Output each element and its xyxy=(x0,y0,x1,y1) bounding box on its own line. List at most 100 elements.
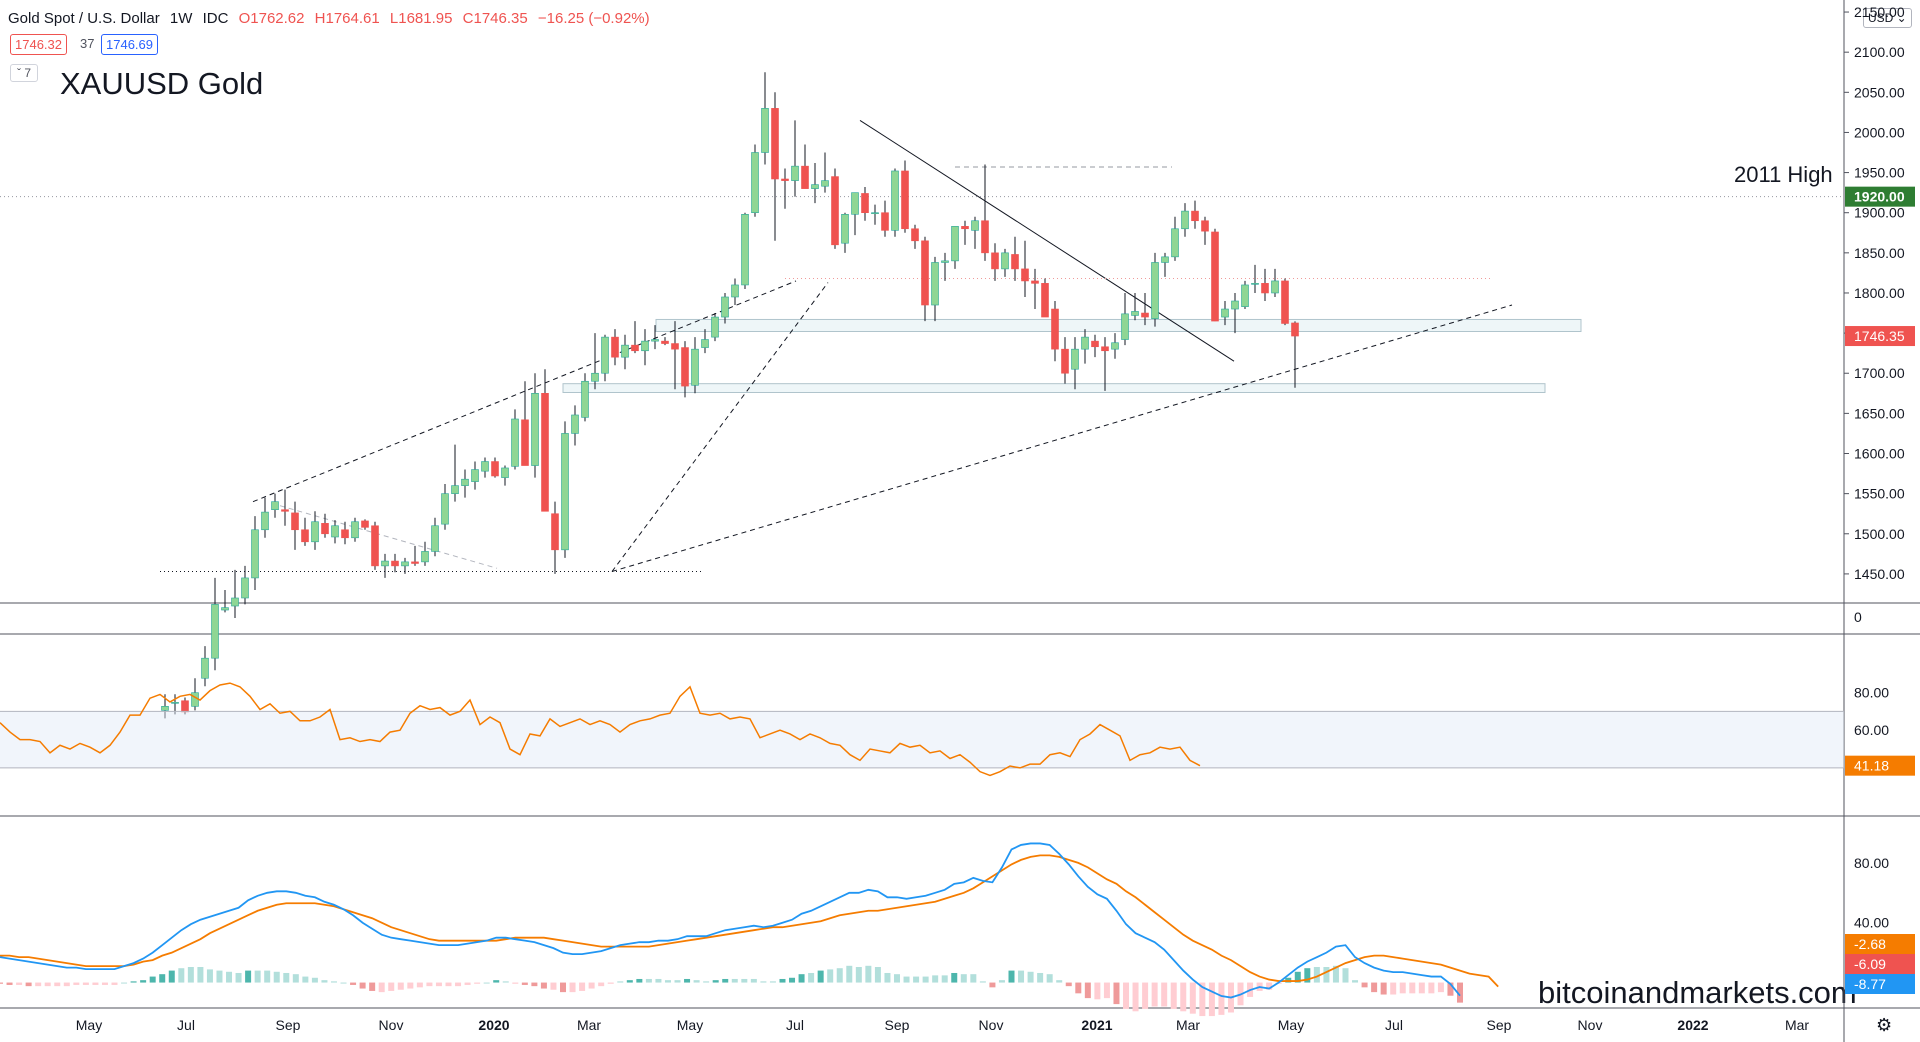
candle-body xyxy=(341,529,349,539)
time-tick-label: 2022 xyxy=(1677,1017,1708,1033)
candle-body xyxy=(1081,336,1089,350)
price-tick-label: 2050.00 xyxy=(1854,84,1905,100)
candle-body xyxy=(1091,340,1099,348)
macd-histogram-bar xyxy=(989,982,996,988)
macd-histogram-bar xyxy=(540,982,547,989)
candle-body xyxy=(681,347,689,387)
macd-histogram-bar xyxy=(817,970,824,983)
macd-histogram-bar xyxy=(1123,982,1130,1009)
macd-histogram-bar xyxy=(731,978,738,983)
macd-histogram-bar xyxy=(1018,970,1025,983)
candle-body xyxy=(161,706,169,711)
macd-histogram-bar xyxy=(130,981,137,983)
macd-histogram-bar xyxy=(836,968,843,983)
macd-histogram-bar xyxy=(569,982,576,993)
macd-histogram-bar xyxy=(1142,982,1149,1009)
candle-body xyxy=(781,178,789,181)
macd-histogram-bar xyxy=(101,982,108,985)
candle-body xyxy=(1111,342,1119,350)
candle-body xyxy=(1071,348,1079,370)
macd-histogram-bar xyxy=(913,976,920,983)
candle-body xyxy=(171,702,179,704)
candle-body xyxy=(981,220,989,254)
candle-body xyxy=(951,226,959,262)
macd-histogram-bar xyxy=(159,974,166,983)
macd-histogram-bar xyxy=(1113,982,1120,1005)
candle-body xyxy=(281,509,289,512)
rsi-tick-label: 60.00 xyxy=(1854,722,1889,738)
macd-histogram-bar xyxy=(302,976,309,983)
macd-histogram-bar xyxy=(187,967,194,983)
rsi-last-badge xyxy=(1845,755,1915,776)
macd-histogram-bar xyxy=(655,978,662,983)
price-tick-label: 1600.00 xyxy=(1854,446,1905,462)
macd-histogram-bar xyxy=(273,971,280,983)
candle-body xyxy=(591,372,599,382)
chart-header: Gold Spot / U.S. Dollar 1W IDC O1762.62 … xyxy=(8,10,656,27)
candle-body xyxy=(571,414,579,434)
macd-histogram-bar xyxy=(1313,967,1320,983)
candle-body xyxy=(631,344,639,352)
candle-body xyxy=(201,657,209,679)
macd-histogram-bar xyxy=(330,981,337,983)
candle-body xyxy=(991,252,999,270)
candle-body xyxy=(1251,283,1259,285)
candle-body xyxy=(431,525,439,552)
currency-select[interactable]: USD ⌄ xyxy=(1863,8,1912,28)
macd-histogram-bar xyxy=(1103,982,1110,999)
candle-body xyxy=(671,343,679,350)
macd-histogram-bar xyxy=(750,978,757,983)
candle-body xyxy=(881,212,889,231)
macd-histogram-bar xyxy=(1418,982,1425,994)
candle-body xyxy=(331,525,339,538)
price-tick-label: 1650.00 xyxy=(1854,405,1905,421)
ohlc-change: −16.25 (−0.92%) xyxy=(537,10,650,27)
interval-label[interactable]: 1W xyxy=(169,10,193,27)
candle-body xyxy=(521,419,529,466)
time-tick-label: Jul xyxy=(1385,1017,1403,1033)
time-tick-label: 2021 xyxy=(1081,1017,1112,1033)
price-tick-label: 1900.00 xyxy=(1854,205,1905,221)
candle-body xyxy=(751,152,759,214)
bid-price-button[interactable]: 1746.32 xyxy=(10,34,67,55)
indicator-collapse-button[interactable]: ˇ 7 xyxy=(10,64,39,82)
rsi-tick-label: 80.00 xyxy=(1854,685,1889,701)
candle-body xyxy=(581,380,589,418)
candle-body xyxy=(1261,283,1269,294)
candle-body xyxy=(801,165,809,189)
macd-histogram-bar xyxy=(645,978,652,983)
candle-body xyxy=(1031,280,1039,284)
macd-histogram-bar xyxy=(264,970,271,983)
candle-body xyxy=(261,511,269,531)
time-tick-label: May xyxy=(677,1017,703,1033)
ohlc-low: L1681.95 xyxy=(389,10,453,27)
chart-annotation-title: XAUUSD Gold xyxy=(60,66,264,101)
macd-histogram-bar xyxy=(1399,982,1406,994)
candle-body xyxy=(461,478,469,486)
candle-body xyxy=(1011,254,1019,270)
ask-price-button[interactable]: 1746.69 xyxy=(101,34,158,55)
macd-histogram-bar xyxy=(970,974,977,983)
macd-histogram-bar xyxy=(1056,980,1063,983)
last-price-label: 1746.35 xyxy=(1854,328,1905,344)
time-tick-label: Mar xyxy=(1785,1017,1809,1033)
macd-histogram-bar xyxy=(292,974,299,983)
candle-body xyxy=(551,513,559,551)
macd-histogram-bar xyxy=(388,982,395,991)
symbol-name[interactable]: Gold Spot / U.S. Dollar xyxy=(8,10,160,27)
trendline-long-support xyxy=(611,304,1513,572)
macd-histogram-bar xyxy=(168,970,175,983)
time-tick-label: Sep xyxy=(885,1017,910,1033)
candle-body xyxy=(961,226,969,230)
macd-histogram-bar xyxy=(455,982,462,987)
candle-body xyxy=(941,260,949,263)
macd-histogram-bar xyxy=(693,980,700,983)
macd-histogram-bar xyxy=(588,982,595,989)
candle-body xyxy=(321,523,329,535)
trendline-channel-upper xyxy=(252,280,797,503)
macd-histogram-bar xyxy=(254,970,261,983)
macd-histogram-bar xyxy=(722,978,729,983)
macd-histogram-bar xyxy=(1380,982,1387,995)
gear-icon[interactable]: ⚙ xyxy=(1876,1015,1893,1035)
